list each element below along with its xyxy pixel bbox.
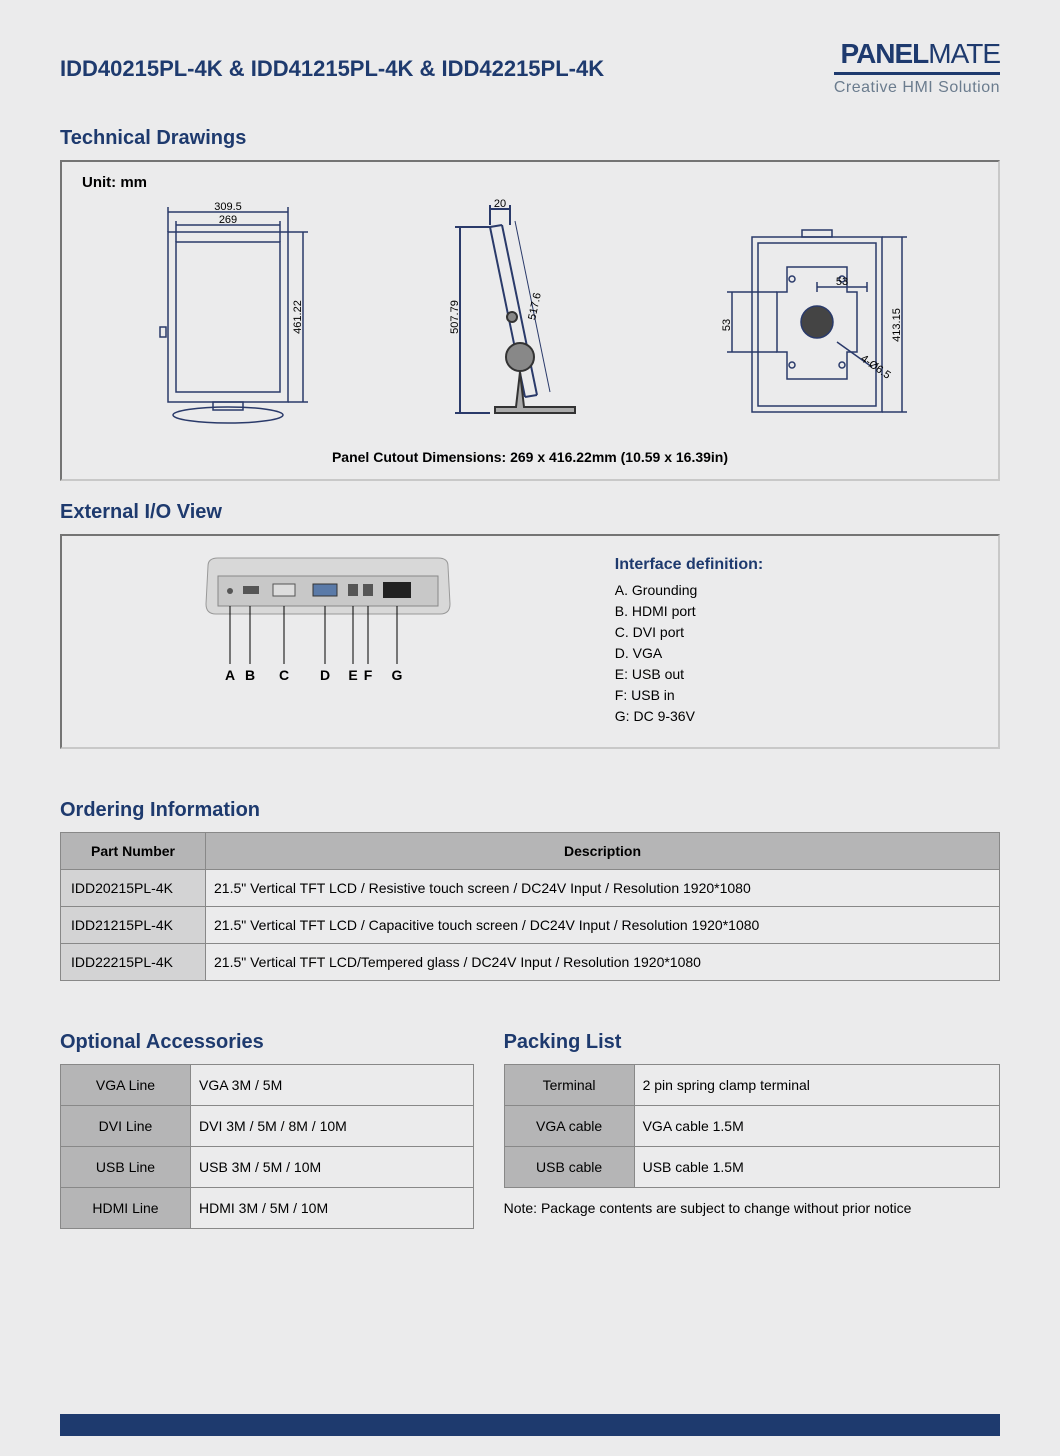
io-diagram: A B C D E F G	[188, 556, 468, 686]
page-title: IDD40215PL-4K & IDD41215PL-4K & IDD42215…	[60, 56, 604, 82]
drawing-back-view: 53 53 4-Ø6.5 413.15	[692, 197, 932, 437]
io-def-heading: Interface definition:	[615, 556, 978, 574]
brand-logo: PANELMATE Creative HMI Solution	[834, 40, 1000, 97]
io-panel: A B C D E F G Interface definition: A. G…	[60, 534, 1000, 749]
table-row: HDMI LineHDMI 3M / 5M / 10M	[61, 1188, 474, 1229]
table-row: VGA cableVGA cable 1.5M	[504, 1106, 999, 1147]
svg-text:F: F	[364, 667, 373, 683]
packing-note: Note: Package contents are subject to ch…	[504, 1200, 1000, 1216]
table-row: VGA LineVGA 3M / 5M	[61, 1065, 474, 1106]
table-row: DVI LineDVI 3M / 5M / 8M / 10M	[61, 1106, 474, 1147]
section-title-io: External I/O View	[60, 501, 1000, 524]
io-def-item: C. DVI port	[615, 622, 978, 643]
table-row: IDD20215PL-4K 21.5" Vertical TFT LCD / R…	[61, 870, 1000, 907]
io-def-item: B. HDMI port	[615, 601, 978, 622]
svg-text:507.79: 507.79	[449, 300, 461, 334]
table-row: IDD21215PL-4K 21.5" Vertical TFT LCD / C…	[61, 907, 1000, 944]
svg-text:B: B	[245, 667, 255, 683]
io-def-item: F: USB in	[615, 685, 978, 706]
ordering-table: Part Number Description IDD20215PL-4K 21…	[60, 832, 1000, 981]
svg-text:G: G	[392, 667, 403, 683]
svg-text:461.22: 461.22	[292, 300, 304, 334]
section-title-ordering: Ordering Information	[60, 799, 1000, 822]
drawing-front-view: 309.5 269 461.22	[128, 197, 328, 437]
svg-text:20: 20	[494, 198, 506, 210]
section-title-drawings: Technical Drawings	[60, 127, 1000, 150]
unit-label: Unit: mm	[82, 174, 978, 191]
footer-bar	[60, 1414, 1000, 1436]
svg-text:413.15: 413.15	[891, 308, 903, 342]
io-def-list: A. Grounding B. HDMI port C. DVI port D.…	[615, 580, 978, 727]
packing-table: Terminal2 pin spring clamp terminal VGA …	[504, 1064, 1000, 1188]
svg-text:D: D	[320, 667, 330, 683]
svg-text:517.6: 517.6	[526, 292, 543, 321]
io-def-item: E: USB out	[615, 664, 978, 685]
svg-text:269: 269	[219, 214, 237, 226]
section-title-accessories: Optional Accessories	[60, 1031, 474, 1054]
logo-text-slim: MATE	[928, 38, 1000, 69]
io-def-item: D. VGA	[615, 643, 978, 664]
cutout-caption: Panel Cutout Dimensions: 269 x 416.22mm …	[82, 449, 978, 465]
table-row: USB LineUSB 3M / 5M / 10M	[61, 1147, 474, 1188]
th-part-number: Part Number	[61, 833, 206, 870]
accessories-table: VGA LineVGA 3M / 5M DVI LineDVI 3M / 5M …	[60, 1064, 474, 1229]
table-row: IDD22215PL-4K 21.5" Vertical TFT LCD/Tem…	[61, 944, 1000, 981]
drawings-panel: Unit: mm	[60, 160, 1000, 481]
io-def-item: A. Grounding	[615, 580, 978, 601]
drawing-side-view: 507.79 517.6 20	[420, 197, 600, 437]
th-description: Description	[206, 833, 1000, 870]
svg-text:C: C	[279, 667, 289, 683]
svg-text:53: 53	[721, 319, 733, 331]
table-row: USB cableUSB cable 1.5M	[504, 1147, 999, 1188]
table-row: Terminal2 pin spring clamp terminal	[504, 1065, 999, 1106]
svg-text:53: 53	[836, 276, 848, 288]
svg-text:E: E	[349, 667, 358, 683]
logo-tagline: Creative HMI Solution	[834, 79, 1000, 97]
section-title-packing: Packing List	[504, 1031, 1000, 1054]
logo-text-bold: PANEL	[840, 38, 928, 69]
svg-text:309.5: 309.5	[214, 201, 242, 213]
io-def-item: G: DC 9-36V	[615, 706, 978, 727]
svg-text:A: A	[225, 667, 235, 683]
